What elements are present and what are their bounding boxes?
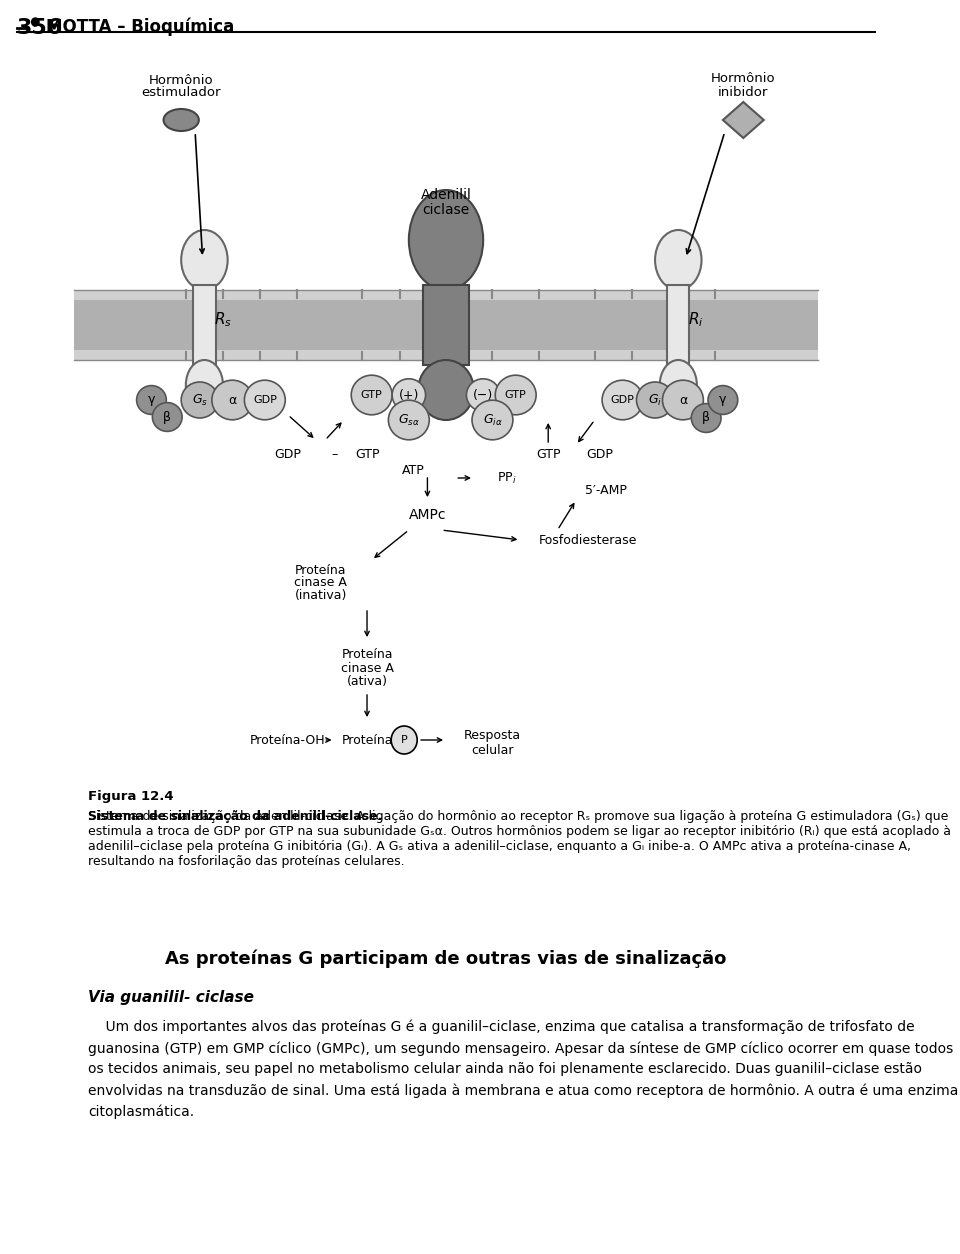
Text: γ: γ [719, 394, 727, 406]
Circle shape [32, 18, 39, 26]
Text: estimulador: estimulador [141, 87, 221, 99]
Text: (inativa): (inativa) [295, 589, 347, 602]
Text: AMPc: AMPc [409, 508, 446, 522]
FancyBboxPatch shape [74, 300, 818, 350]
Text: (+): (+) [398, 389, 419, 401]
Text: Fosfodiesterase: Fosfodiesterase [539, 533, 637, 547]
FancyBboxPatch shape [74, 290, 818, 360]
Ellipse shape [181, 382, 218, 418]
Text: Via guanilil- ciclase: Via guanilil- ciclase [88, 989, 254, 1004]
Text: ciclase: ciclase [422, 203, 469, 217]
Text: GDP: GDP [586, 449, 612, 461]
Ellipse shape [691, 404, 721, 433]
Text: Figura 12.4: Figura 12.4 [88, 790, 174, 803]
Text: cinase A: cinase A [341, 662, 394, 675]
Text: GTP: GTP [536, 449, 561, 461]
Polygon shape [723, 102, 764, 138]
Ellipse shape [245, 380, 285, 420]
Ellipse shape [708, 385, 737, 414]
Text: Proteína-OH: Proteína-OH [251, 734, 325, 746]
Text: Sistema de sinalização da adenilil-ciclase.: Sistema de sinalização da adenilil-cicla… [88, 810, 383, 823]
Text: Proteína: Proteína [295, 563, 347, 577]
Ellipse shape [351, 375, 392, 415]
Ellipse shape [419, 360, 474, 420]
Text: $G_{s\alpha}$: $G_{s\alpha}$ [397, 413, 420, 428]
Ellipse shape [602, 380, 643, 420]
Text: Proteína: Proteína [341, 648, 393, 662]
Circle shape [391, 726, 418, 754]
Text: Proteína: Proteína [341, 734, 393, 746]
Text: $R_s$: $R_s$ [214, 311, 231, 330]
Text: 5′-AMP: 5′-AMP [586, 484, 627, 497]
Ellipse shape [153, 403, 182, 431]
Text: GDP: GDP [252, 395, 276, 405]
Text: Hormônio: Hormônio [711, 73, 776, 85]
Ellipse shape [409, 191, 483, 290]
Ellipse shape [181, 229, 228, 290]
Ellipse shape [472, 400, 513, 440]
Text: MOTTA – Bioquímica: MOTTA – Bioquímica [46, 18, 234, 36]
Text: (−): (−) [473, 389, 493, 401]
Ellipse shape [467, 379, 500, 411]
Ellipse shape [660, 360, 697, 410]
Ellipse shape [662, 380, 704, 420]
Text: Resposta: Resposta [464, 729, 521, 741]
Text: β: β [702, 411, 710, 425]
Text: $G_s$: $G_s$ [192, 393, 207, 408]
Text: $G_i$: $G_i$ [648, 393, 662, 408]
Ellipse shape [495, 375, 536, 415]
Text: GDP: GDP [275, 449, 301, 461]
Ellipse shape [212, 380, 252, 420]
Text: γ: γ [148, 394, 156, 406]
Text: P: P [401, 735, 408, 745]
Text: Um dos importantes alvos das proteínas G é a guanilil–ciclase, enzima que catali: Um dos importantes alvos das proteínas G… [88, 1020, 959, 1120]
Text: Hormônio: Hormônio [149, 74, 213, 87]
FancyBboxPatch shape [422, 285, 469, 365]
Text: α: α [228, 394, 236, 406]
Ellipse shape [636, 382, 674, 418]
Ellipse shape [389, 400, 429, 440]
Text: –: – [331, 449, 338, 461]
Text: inibidor: inibidor [718, 85, 769, 99]
Ellipse shape [186, 360, 223, 410]
Ellipse shape [136, 385, 166, 414]
Text: 356: 356 [16, 18, 63, 38]
Text: $R_i$: $R_i$ [687, 311, 703, 330]
Text: $G_{i\alpha}$: $G_{i\alpha}$ [483, 413, 502, 428]
Text: celular: celular [471, 744, 514, 756]
Text: GDP: GDP [611, 395, 635, 405]
Text: GTP: GTP [505, 390, 527, 400]
Ellipse shape [392, 379, 425, 411]
Text: PP$_i$: PP$_i$ [497, 470, 516, 485]
FancyBboxPatch shape [667, 285, 689, 365]
Ellipse shape [655, 229, 702, 290]
Text: Adenilil: Adenilil [420, 188, 471, 202]
Text: α: α [679, 394, 687, 406]
Text: As proteínas G participam de outras vias de sinalização: As proteínas G participam de outras vias… [165, 951, 727, 968]
Text: Sistema de sinalização da adenilil-ciclase. A ligação do hormônio ao receptor Rₛ: Sistema de sinalização da adenilil-cicla… [88, 810, 951, 868]
Ellipse shape [163, 109, 199, 130]
FancyBboxPatch shape [193, 285, 216, 365]
Text: β: β [163, 410, 171, 424]
Text: GTP: GTP [361, 390, 382, 400]
Text: cinase A: cinase A [294, 577, 347, 589]
Text: ATP: ATP [402, 464, 425, 477]
Text: (ativa): (ativa) [347, 675, 388, 687]
Text: GTP: GTP [355, 449, 379, 461]
